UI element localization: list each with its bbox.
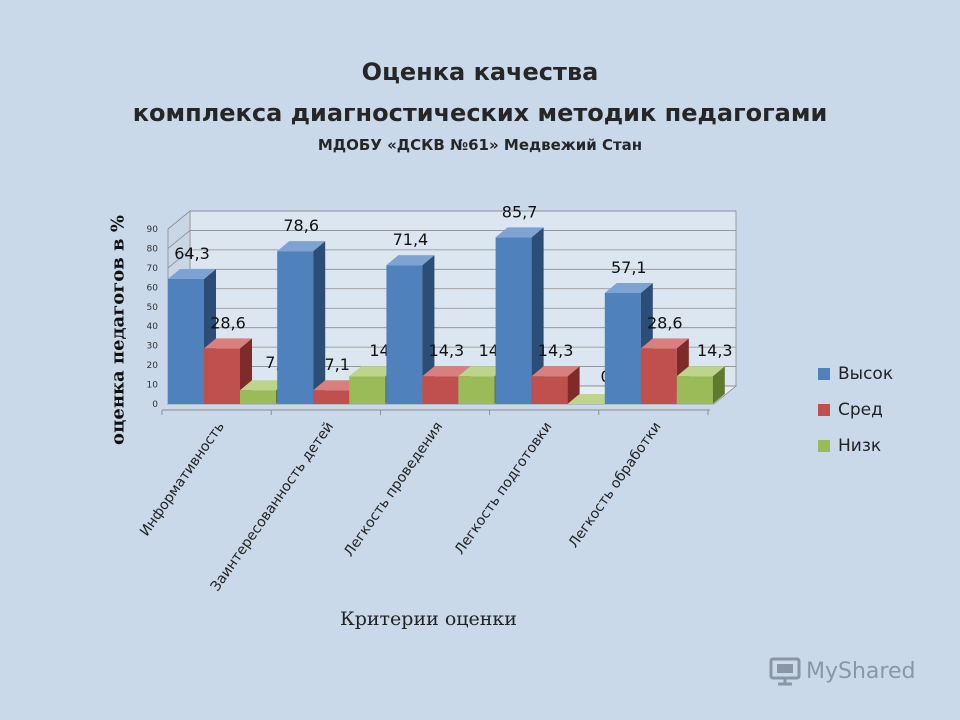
data-label: 71,4 (393, 230, 429, 249)
legend-item-high: Высок (818, 356, 893, 392)
legend-swatch-mid (818, 404, 830, 416)
y-tick-label: 10 (147, 381, 159, 391)
data-label: 85,7 (502, 202, 538, 221)
bar (277, 251, 314, 404)
bar-top (676, 366, 725, 377)
bar-top (567, 394, 616, 404)
bar (168, 278, 204, 404)
bar-side (712, 366, 725, 404)
bar-top (495, 227, 544, 238)
bar (313, 390, 350, 404)
legend-item-low: Низк (818, 428, 893, 464)
gridline (167, 249, 736, 269)
bar (204, 348, 240, 404)
legend-item-mid: Сред (818, 392, 893, 428)
y-tick-label: 30 (147, 342, 159, 352)
bar-top (458, 366, 507, 377)
x-tick-label: Информативность (137, 419, 228, 539)
legend-label-high: Высок (838, 364, 894, 384)
data-label: 14,3 (538, 341, 574, 360)
data-label: 57,1 (611, 258, 647, 277)
bar-top (277, 241, 326, 252)
bar (495, 237, 532, 404)
bar-top (422, 366, 471, 377)
chart-subtitle: МДОБУ «ДСКВ №61» Медвежий Стан (317, 136, 643, 154)
bar (349, 376, 386, 404)
watermark: MyShared (768, 656, 915, 686)
bar-top (604, 282, 653, 293)
y-tick-label: 0 (152, 400, 158, 410)
bar-top (531, 366, 580, 377)
y-axis-label-wrap: оценка педагогов в % (108, 215, 129, 445)
legend-swatch-high (818, 368, 830, 380)
legend: Высок Сред Низк (818, 356, 893, 464)
bar-side (313, 241, 326, 404)
data-label: 14,3 (429, 341, 465, 360)
bar-top (386, 255, 435, 266)
legend-swatch-low (818, 440, 830, 452)
gridline (167, 210, 736, 230)
data-label: 64,3 (174, 244, 210, 263)
y-tick-label: 20 (147, 361, 159, 371)
bar-top (168, 268, 216, 279)
y-tick-label: 50 (147, 303, 159, 313)
presentation-icon (769, 657, 801, 686)
x-tick-label: Легкость обработки (566, 419, 665, 551)
bar-side (531, 227, 544, 404)
watermark-text: MyShared (806, 658, 916, 684)
legend-label-mid: Сред (838, 400, 883, 420)
y-tick-label: 90 (147, 225, 159, 235)
bar-top (349, 366, 398, 377)
x-tick-label: Заинтересованность детей (208, 419, 337, 594)
bar (422, 376, 459, 404)
bar (531, 376, 568, 404)
bar-side (567, 366, 580, 404)
chart-title-line1: Оценка качества (361, 58, 599, 86)
bar (640, 348, 677, 404)
x-axis-label: Критерии оценки (340, 608, 517, 630)
y-tick-label: 80 (147, 244, 159, 254)
y-tick-label: 60 (147, 283, 159, 293)
data-label: 28,6 (647, 313, 683, 332)
y-axis-label: оценка педагогов в % (107, 215, 129, 445)
y-tick-label: 40 (147, 322, 159, 332)
y-tick-label: 70 (147, 264, 159, 274)
bar-top (640, 338, 689, 349)
data-label: 28,6 (210, 313, 246, 332)
bar (676, 376, 713, 404)
bar (240, 390, 276, 404)
bar (458, 376, 495, 404)
bar (604, 292, 641, 404)
bar-top (240, 380, 288, 391)
data-label: 7,1 (324, 355, 349, 374)
legend-label-low: Низк (838, 436, 882, 456)
data-label: 14,3 (697, 341, 733, 360)
x-tick-label: Легкость подготовки (452, 419, 556, 558)
gridline (167, 230, 736, 249)
x-tick-label: Легкость проведения (341, 419, 446, 560)
bar (386, 265, 423, 404)
chart-title-line2: комплекса диагностических методик педаго… (132, 99, 828, 127)
data-label: 78,6 (283, 216, 319, 235)
bar-side (422, 255, 435, 404)
bar-top (204, 338, 252, 349)
